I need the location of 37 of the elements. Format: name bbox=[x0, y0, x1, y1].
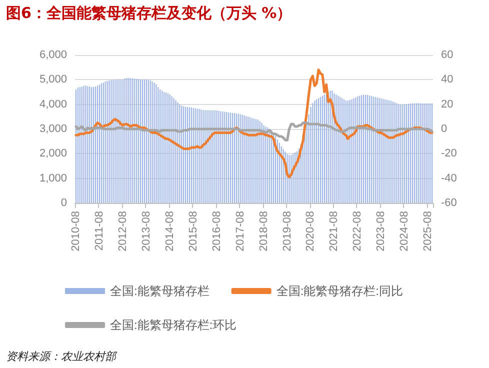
x-tick-label: 2017-08 bbox=[234, 211, 246, 252]
x-tick-label: 2018-08 bbox=[258, 211, 270, 252]
x-tick-label: 2015-08 bbox=[187, 211, 200, 252]
y-tick-label: 6,000 bbox=[39, 49, 67, 61]
line-series bbox=[74, 122, 434, 142]
y2-tick-label: 20 bbox=[441, 98, 454, 110]
x-tick-label: 2014-08 bbox=[164, 211, 176, 252]
y-tick-label: 2,000 bbox=[39, 148, 67, 160]
x-tick-label: 2025-08 bbox=[422, 211, 434, 252]
y-tick-label: 1,000 bbox=[39, 172, 67, 184]
x-tick-label: 2024-08 bbox=[398, 211, 411, 252]
x-tick-label: 2019-08 bbox=[281, 211, 294, 252]
legend-label: 全国:能繁母猪存栏 bbox=[110, 284, 210, 298]
x-tick-label: 2023-08 bbox=[375, 211, 388, 252]
y-tick-label: 3,000 bbox=[39, 123, 67, 135]
y-tick-label: 4,000 bbox=[39, 98, 67, 110]
legend-label: 全国:能繁母猪存栏:同比 bbox=[276, 284, 404, 298]
x-tick-label: 2020-08 bbox=[304, 211, 317, 252]
x-tick-label: 2011-08 bbox=[93, 211, 106, 251]
legend-label: 全国:能繁母猪存栏:环比 bbox=[110, 318, 237, 332]
y2-tick-label: -40 bbox=[441, 172, 457, 184]
y-tick-label: 5,000 bbox=[39, 74, 67, 86]
y2-tick-label: -60 bbox=[441, 197, 457, 209]
y2-tick-label: -20 bbox=[441, 148, 457, 160]
y-tick-label: 0 bbox=[60, 197, 67, 209]
x-tick-label: 2012-08 bbox=[116, 211, 129, 252]
x-tick-label: 2021-08 bbox=[328, 211, 340, 252]
line-series bbox=[74, 68, 434, 178]
x-tick-label: 2016-08 bbox=[210, 211, 223, 252]
x-tick-label: 2022-08 bbox=[352, 211, 364, 252]
x-tick-label: 2013-08 bbox=[140, 211, 152, 252]
text: 资料来源：农业农村部 bbox=[6, 349, 116, 364]
x-tick-label: 2010-08 bbox=[70, 211, 82, 252]
chart-title: 图6：全国能繁母猪存栏及变化（万头 %） bbox=[6, 4, 292, 23]
y2-tick-label: 60 bbox=[441, 49, 454, 61]
y2-tick-label: 0 bbox=[441, 123, 448, 135]
y2-tick-label: 40 bbox=[441, 74, 454, 86]
